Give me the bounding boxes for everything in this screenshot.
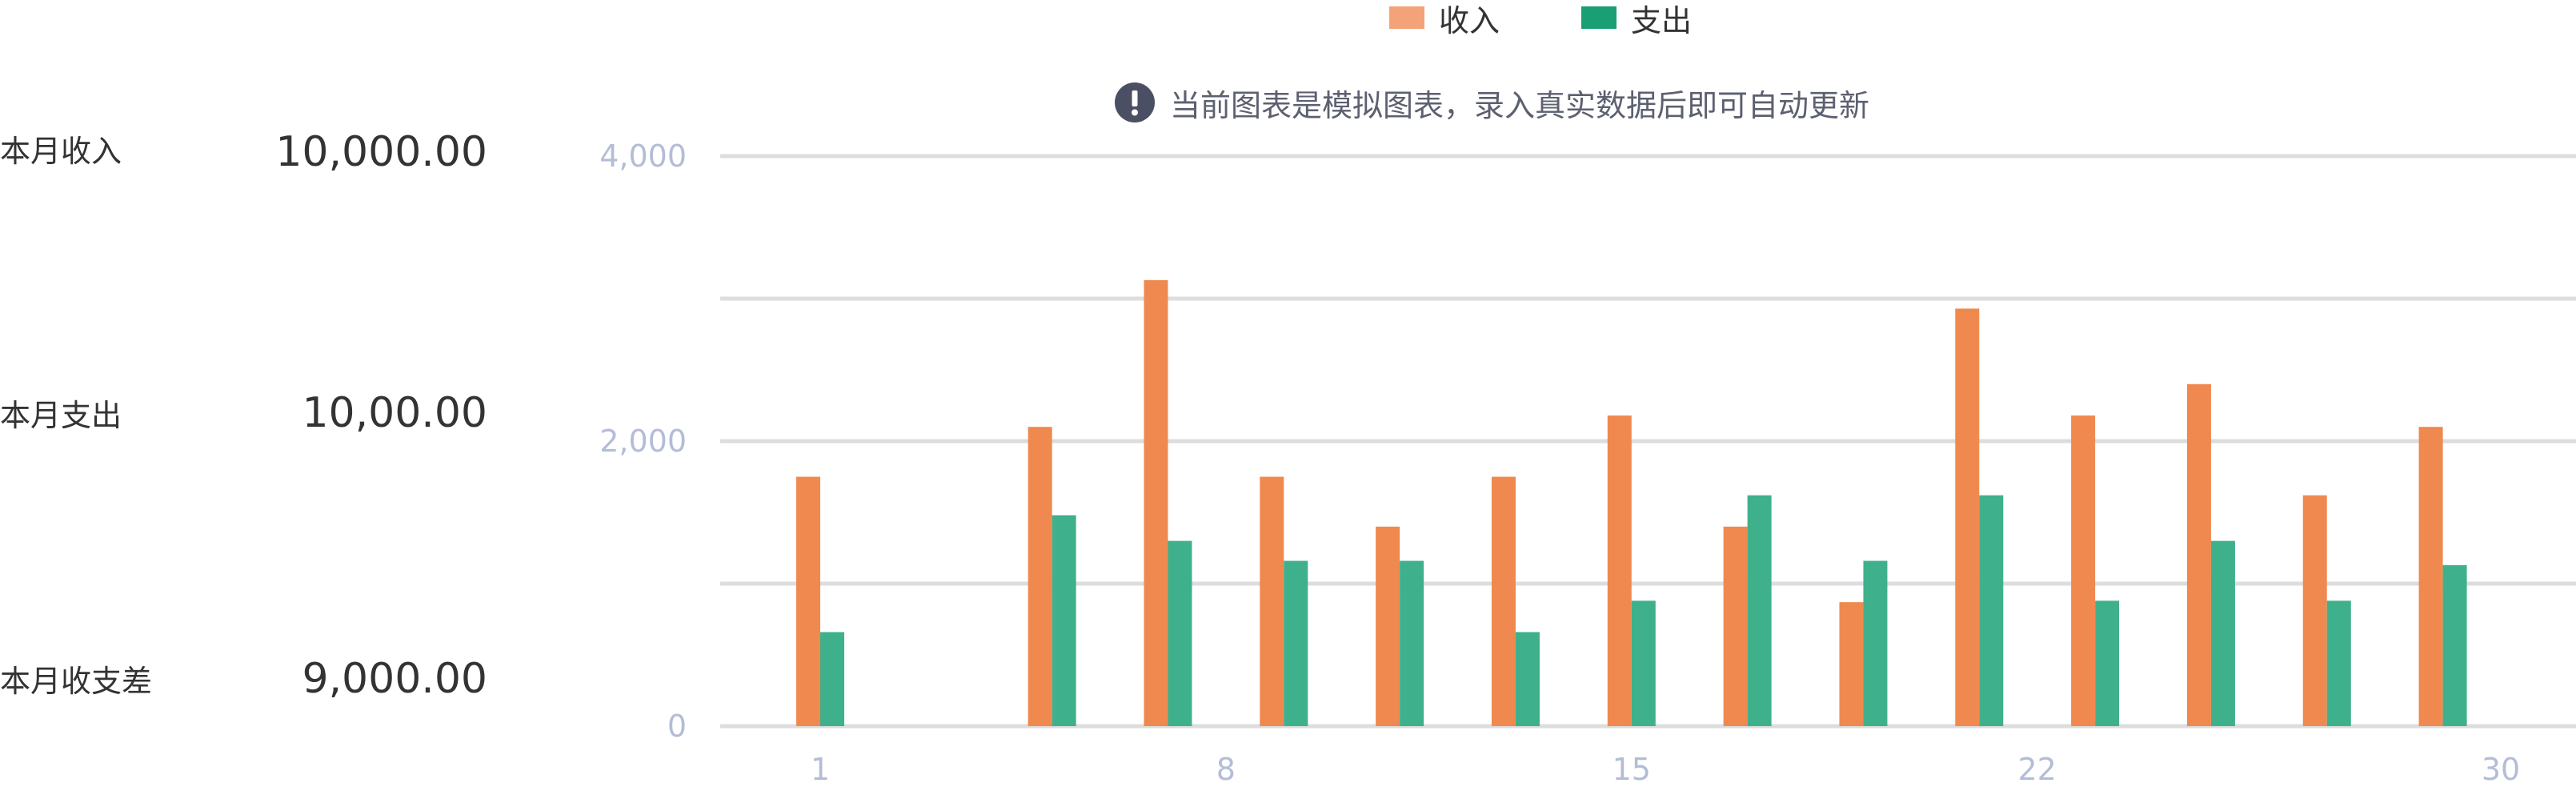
legend-item-income[interactable]: 收入 xyxy=(1389,0,1500,40)
stat-income-value: 10,000.00 xyxy=(275,128,487,176)
legend-item-expense[interactable]: 支出 xyxy=(1581,0,1692,40)
bar-expense xyxy=(1631,600,1656,726)
stat-income-label: 本月收入 xyxy=(0,134,122,169)
x-tick-label: 22 xyxy=(2018,752,2057,787)
bar-income xyxy=(1955,308,1980,727)
y-tick-label: 4,000 xyxy=(599,139,687,174)
stat-balance-label: 本月收支差 xyxy=(0,664,153,699)
bar-expense xyxy=(2210,540,2235,726)
legend-label-income: 收入 xyxy=(1439,2,1500,38)
bar-expense xyxy=(1863,560,1888,726)
bar-expense xyxy=(1052,515,1076,726)
bar-income xyxy=(1491,476,1516,726)
bar-income xyxy=(2186,383,2211,726)
bar-expense xyxy=(2326,600,2351,726)
stat-expense-label: 本月支出 xyxy=(0,398,122,433)
bar-expense xyxy=(1747,495,1772,726)
bar-expense xyxy=(1400,560,1424,726)
bar-expense xyxy=(1979,495,2004,726)
bar-expense xyxy=(2095,600,2120,726)
bar-income xyxy=(1144,279,1168,726)
bar-income xyxy=(796,476,820,726)
x-tick-label: 8 xyxy=(1216,752,1236,787)
bar-income xyxy=(1260,476,1284,726)
stat-balance-value: 9,000.00 xyxy=(302,655,487,703)
bar-expense xyxy=(1284,560,1308,726)
bar-income xyxy=(2071,415,2096,726)
x-tick-label: 15 xyxy=(1613,752,1651,787)
exclamation-circle-icon xyxy=(1114,82,1156,123)
legend-swatch-expense xyxy=(1581,6,1617,29)
notice-text: 当前图表是模拟图表，录入真实数据后即可自动更新 xyxy=(1170,87,1870,123)
bar-expense xyxy=(2442,564,2467,726)
y-tick-label: 2,000 xyxy=(599,424,687,459)
x-tick-label: 1 xyxy=(811,752,830,787)
bar-expense xyxy=(1515,632,1540,726)
x-tick-label: 30 xyxy=(2482,752,2520,787)
bar-income xyxy=(2418,427,2443,726)
bar-income xyxy=(1028,427,1052,726)
bar-expense xyxy=(820,632,844,726)
legend-swatch-income xyxy=(1389,6,1424,29)
simulated-chart-notice: 当前图表是模拟图表，录入真实数据后即可自动更新 xyxy=(1114,80,1869,125)
stat-expense-value: 10,00.00 xyxy=(302,389,487,437)
chart-legend: 收入 支出 xyxy=(1389,0,1692,38)
y-tick-label: 0 xyxy=(667,709,687,744)
bar-income xyxy=(2302,495,2327,726)
legend-label-expense: 支出 xyxy=(1631,2,1693,38)
bar-income xyxy=(1723,526,1748,726)
bar-income xyxy=(1607,415,1632,726)
bar-income xyxy=(1839,602,1864,726)
bar-income xyxy=(1376,526,1400,726)
bar-expense xyxy=(1168,540,1192,726)
